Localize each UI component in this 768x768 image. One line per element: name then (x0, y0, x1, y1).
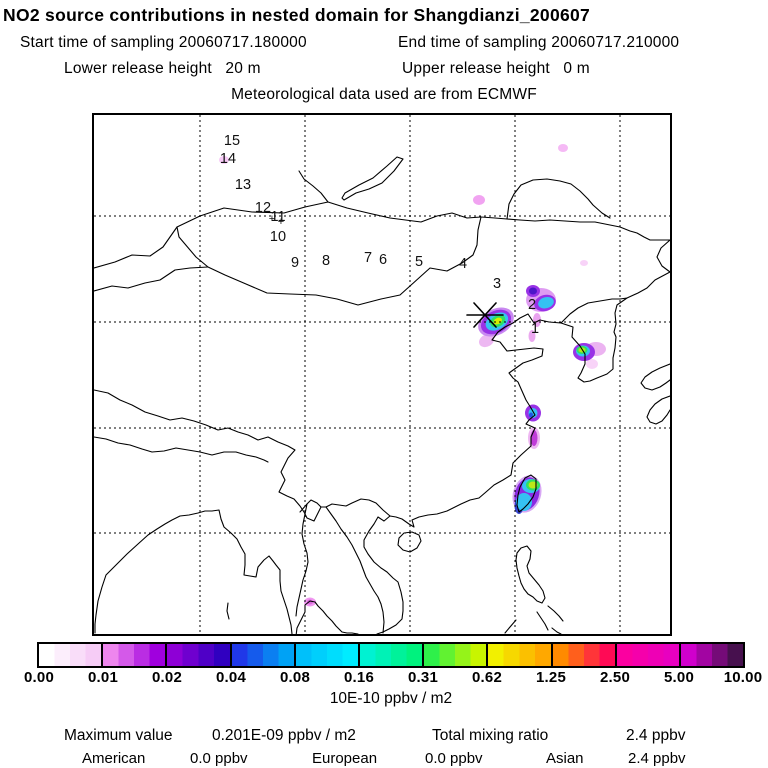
plume-speck (473, 195, 485, 205)
colorbar-tick: 0.16 (344, 669, 374, 686)
page-title: NO2 source contributions in nested domai… (3, 5, 591, 25)
colorbar-tick: 5.00 (664, 669, 694, 686)
gulf-of-thailand-coast (295, 600, 359, 634)
mongolia-border (176, 201, 482, 306)
colorbar-segment (614, 644, 679, 666)
region-american-label: American (82, 750, 146, 767)
region-asian-value: 2.4 ppbv (628, 750, 686, 767)
colorbar-segment (422, 644, 487, 666)
trajectory-hour-label: 2 (528, 297, 536, 313)
graticule-gridlines (94, 115, 670, 634)
colorbar-segment (165, 644, 230, 666)
plume-blob-coast-small (525, 404, 541, 422)
coastline-paths (94, 156, 670, 634)
trajectory-plus-marker: + (269, 213, 275, 225)
himalaya-border-2 (94, 436, 269, 463)
trajectory-hour-label: 11 (270, 209, 285, 225)
nw-border-1 (94, 226, 178, 269)
plume-blob-korea (573, 342, 606, 369)
indochina-border-2 (325, 506, 385, 634)
colorbar-tick: 0.04 (216, 669, 246, 686)
china-coast (363, 313, 562, 634)
korea-outline (560, 297, 628, 383)
colorbar-tick: 10.00 (723, 669, 763, 686)
max-value: 0.201E-09 ppbv / m2 (212, 727, 356, 744)
trajectory-plus-marker: + (278, 216, 284, 228)
region-asian-label: Asian (546, 750, 584, 767)
plume-speck (558, 144, 568, 152)
trajectory-hour-label: 9 (291, 255, 299, 271)
trajectory-hour-label: 10 (270, 229, 286, 245)
region-european-value: 0.0 ppbv (425, 750, 483, 767)
trajectory-hour-label: 15 (224, 133, 240, 149)
map-panel: 15 14 13 12 11 10 9 8 7 6 5 4 3 2 1 + + (92, 113, 672, 636)
hainan-island (397, 531, 422, 553)
release-site-marker (466, 302, 504, 328)
trajectory-hour-label: 14 (220, 151, 236, 167)
plume-speck (580, 260, 588, 266)
colorbar-tick: 2.50 (600, 669, 630, 686)
amur-arc (506, 178, 611, 220)
lake-baikal (341, 156, 404, 201)
trajectory-hour-label: 5 (415, 254, 423, 270)
mixing-ratio-value: 2.4 ppbv (626, 727, 686, 744)
trajectory-hour-label: 13 (235, 177, 251, 193)
primorye-coast (626, 239, 670, 299)
colorbar-tick: 0.08 (280, 669, 310, 686)
trajectory-hour-label: 4 (459, 256, 467, 272)
max-value-label: Maximum value (64, 727, 173, 744)
trajectory-hour-label: 1 (531, 321, 539, 337)
colorbar-segment (39, 644, 102, 666)
colorbar (37, 642, 745, 668)
met-source-text: Meteorological data used are from ECMWF (231, 86, 537, 103)
luzon-outline (515, 545, 546, 604)
colorbar-tick: 0.01 (88, 669, 118, 686)
colorbar-segment (229, 644, 294, 666)
ne-border (480, 216, 670, 241)
tuva-border (298, 170, 329, 203)
trajectory-hour-label: 6 (379, 252, 387, 268)
plume-blob-taiwan (512, 475, 542, 514)
trajectory-hour-label: 12 (255, 200, 271, 216)
colorbar-tick: 0.31 (408, 669, 438, 686)
colorbar-segment (357, 644, 423, 666)
colorbar-units: 10E-10 ppbv / m2 (329, 690, 453, 707)
indochina-border-1 (299, 498, 391, 517)
colorbar-tick: 1.25 (536, 669, 566, 686)
colorbar-segment (678, 644, 744, 666)
indochina-border-3 (295, 503, 309, 617)
end-time-text: End time of sampling 20060717.210000 (398, 34, 680, 51)
colorbar-segment (486, 644, 551, 666)
nw-border-2 (94, 266, 209, 292)
upper-release-text: Upper release height 0 m (402, 60, 590, 77)
colorbar-segment (101, 644, 166, 666)
taiwan-outline (516, 474, 537, 513)
japan-honshu (640, 363, 670, 391)
philippine-islands (504, 605, 564, 634)
region-european-label: European (312, 750, 378, 767)
colorbar-tick: 0.02 (152, 669, 182, 686)
colorbar-segment (293, 644, 358, 666)
mixing-ratio-label: Total mixing ratio (432, 727, 549, 744)
start-time-text: Start time of sampling 20060717.180000 (20, 34, 307, 51)
trajectory-hour-label: 7 (364, 250, 372, 266)
lower-release-text: Lower release height 20 m (64, 60, 261, 77)
andaman-islands (226, 602, 230, 620)
colorbar-tick: 0.00 (24, 669, 54, 686)
trajectory-hour-label: 3 (493, 276, 501, 292)
region-american-value: 0.0 ppbv (190, 750, 248, 767)
plume-blob-ne (526, 285, 556, 342)
himalaya-border-1 (94, 389, 322, 522)
trajectory-hour-label: 8 (322, 253, 330, 269)
colorbar-segment (550, 644, 615, 666)
bengal-coast (94, 509, 293, 634)
japan-kyushu (646, 395, 670, 425)
plume-speck (219, 156, 229, 164)
colorbar-tick: 0.62 (472, 669, 502, 686)
